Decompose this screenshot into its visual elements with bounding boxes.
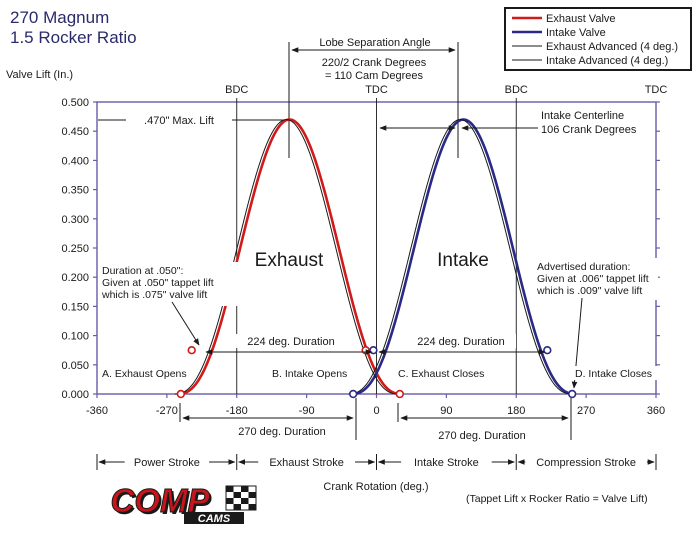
x-tick-label: -180 (226, 405, 248, 417)
marker-intake-closes-adv (567, 389, 577, 399)
exhaust-224-duration-label: 224 deg. Duration (247, 336, 334, 348)
y-tick-label: 0.050 (61, 360, 89, 372)
duration-050-line-3: which is .075" valve lift (101, 289, 207, 301)
rocker-ratio-formula: (Tappet Lift x Rocker Ratio = Valve Lift… (466, 493, 648, 505)
stroke-label: Compression Stroke (536, 457, 636, 469)
cam-degrees-label: = 110 Cam Degrees (325, 70, 423, 82)
intake-270-duration-label: 270 deg. Duration (438, 430, 525, 442)
y-tick-label: 0.200 (61, 272, 89, 284)
title-line-1: 270 Magnum (10, 8, 110, 27)
advertised-line-1: Advertised duration: (537, 261, 630, 273)
crank-degrees-label: 220/2 Crank Degrees (322, 57, 427, 69)
y-axis-title: Valve Lift (In.) (6, 69, 73, 81)
y-tick-label: 0.400 (61, 155, 89, 167)
position-label: BDC (505, 84, 528, 96)
stroke-label: Intake Stroke (414, 457, 479, 469)
intake-224-duration-label: 224 deg. Duration (417, 336, 504, 348)
x-tick-label: -270 (156, 405, 178, 417)
y-tick-label: 0.300 (61, 214, 89, 226)
advertised-line-3: which is .009" valve lift (536, 285, 642, 297)
x-tick-label: -90 (299, 405, 315, 417)
duration-050-line-2: Given at .050" tappet lift (102, 277, 214, 289)
lobe-separation-label: Lobe Separation Angle (319, 37, 430, 49)
legend-label-exhaust-advanced: Exhaust Advanced (4 deg.) (546, 41, 678, 53)
marker-intake-closes-050 (543, 346, 552, 355)
marker-exhaust-opens-050 (187, 346, 196, 355)
duration-050-annotation: Duration at .050": Given at .050" tappet… (98, 262, 242, 346)
y-tick-label: 0.100 (61, 331, 89, 343)
x-tick-label: 90 (440, 405, 452, 417)
position-label: TDC (645, 84, 668, 96)
lobe-separation-annotation: Lobe Separation Angle 220/2 Crank Degree… (288, 35, 459, 158)
event-d-label: D. Intake Closes (575, 368, 652, 380)
y-tick-label: 0.500 (61, 97, 89, 109)
chart-title: 270 Magnum 1.5 Rocker Ratio (10, 8, 137, 48)
max-lift-annotation: .470" Max. Lift (98, 113, 283, 127)
valve-event-labels: A. Exhaust Opens B. Intake Opens C. Exha… (100, 366, 657, 380)
stroke-label: Power Stroke (134, 457, 200, 469)
advertised-duration-annotation: Advertised duration: Given at .006" tapp… (534, 258, 658, 389)
x-tick-label: 180 (507, 405, 525, 417)
marker-exhaust-opens-adv (176, 389, 186, 399)
exhaust-curve-label: Exhaust (255, 250, 324, 271)
legend-item-exhaust-valve: Exhaust Valve (512, 13, 616, 25)
title-line-2: 1.5 Rocker Ratio (10, 28, 137, 47)
logo-word-cams: CAMS (198, 513, 231, 525)
max-lift-label: .470" Max. Lift (144, 115, 214, 127)
x-tick-label: 360 (647, 405, 665, 417)
marker-exhaust-closes-050 (361, 346, 370, 355)
legend-label-intake-valve: Intake Valve (546, 27, 606, 39)
duration-224-annotation: 224 deg. Duration 224 deg. Duration (205, 334, 546, 355)
comp-cams-logo: COMP COMP CAMS (110, 482, 257, 525)
engine-strokes: Power Stroke Exhaust Stroke Intake Stroke C… (96, 454, 657, 470)
stroke-label-bg (258, 454, 356, 469)
legend: Exhaust Valve Intake Valve Exhaust Advan… (504, 7, 692, 71)
curve-exhaust-advanced-4-deg (174, 119, 399, 395)
advertised-line-2: Given at .006" tappet lift (537, 273, 649, 285)
stroke-label-bg (525, 454, 647, 469)
marker-intake-opens-adv (349, 389, 358, 399)
marker-intake-opens-050 (369, 346, 378, 355)
legend-item-exhaust-advanced: Exhaust Advanced (4 deg.) (512, 41, 678, 53)
duration-270-annotation: 270 deg. Duration 270 deg. Duration (179, 398, 572, 442)
legend-item-intake-advanced: Intake Advanced (4 deg.) (512, 55, 668, 67)
y-tick-label: 0.250 (61, 243, 89, 255)
checkered-flag-icon (225, 485, 257, 511)
event-b-label: B. Intake Opens (272, 368, 347, 380)
legend-label-intake-advanced: Intake Advanced (4 deg.) (546, 55, 668, 67)
stroke-label: Exhaust Stroke (269, 457, 344, 469)
y-tick-label: 0.450 (61, 126, 89, 138)
intake-curve-label: Intake (437, 250, 489, 271)
x-tick-label: 270 (577, 405, 595, 417)
curve-intake-advanced-4-deg (348, 119, 573, 395)
event-a-label: A. Exhaust Opens (102, 368, 187, 380)
duration-050-line-1: Duration at .050": (102, 265, 183, 277)
marker-exhaust-closes-adv (395, 389, 404, 399)
legend-label-exhaust-valve: Exhaust Valve (546, 13, 616, 25)
curve-intake-valve (351, 118, 576, 396)
y-tick-label: 0.150 (61, 301, 89, 313)
curve-exhaust-valve (177, 118, 402, 396)
exhaust-270-duration-label: 270 deg. Duration (238, 426, 325, 438)
position-label: BDC (225, 84, 248, 96)
tick-labels: 0.000 0.050 0.100 0.150 0.200 0.250 0.300 0.350… (61, 97, 665, 417)
intake-centerline-label: Intake Centerline (541, 110, 624, 122)
x-tick-label: 0 (373, 405, 379, 417)
stroke-label-bg (124, 454, 210, 469)
event-c-label: C. Exhaust Closes (398, 368, 484, 380)
x-tick-label: -360 (86, 405, 108, 417)
x-axis-title: Crank Rotation (deg.) (323, 481, 428, 493)
intake-centerline-degrees: 106 Crank Degrees (541, 124, 637, 136)
y-tick-label: 0.350 (61, 185, 89, 197)
valve-lift-curves (174, 118, 577, 399)
position-label: TDC (365, 84, 388, 96)
legend-item-intake-valve: Intake Valve (512, 27, 606, 39)
y-tick-label: 0.000 (61, 389, 89, 401)
stroke-label-bg (401, 454, 492, 469)
intake-centerline-annotation: Intake Centerline 106 Crank Degrees (379, 108, 654, 138)
